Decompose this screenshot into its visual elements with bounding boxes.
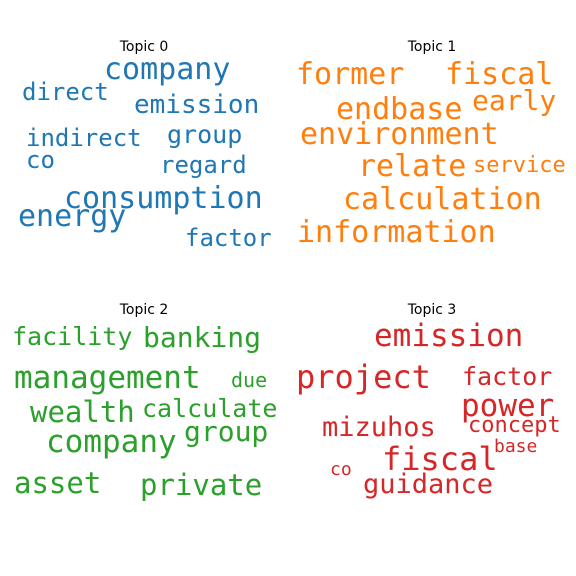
topic-2-word-due: due — [231, 368, 268, 392]
topic-2-word-management: management — [14, 360, 201, 396]
topic-3-title: Topic 3 — [407, 302, 457, 318]
topic-0-word-emission: emission — [134, 90, 260, 120]
topic-1-word-calculation: calculation — [343, 182, 542, 217]
topic-2-word-company: company — [46, 424, 177, 460]
topic-0-word-direct: direct — [22, 78, 109, 106]
topic-3-word-guidance: guidance — [363, 469, 494, 500]
topic-2-word-facility: facility — [12, 322, 133, 351]
topic-1-word-relate: relate — [358, 149, 467, 184]
topic-1-word-information: information — [297, 215, 496, 250]
topic-2-word-private: private — [140, 468, 263, 502]
topic-3-word-factor: factor — [462, 362, 553, 391]
topic-0-word-indirect: indirect — [26, 124, 142, 152]
topic-3-word-power: power — [461, 388, 555, 424]
topic-3-word-project: project — [296, 358, 431, 396]
topic-2-word-group: group — [184, 415, 269, 448]
topic-2-word-calculate: calculate — [142, 394, 278, 423]
topic-1-word-service: service — [473, 153, 566, 178]
topic-0-word-energy: energy — [18, 199, 127, 234]
topic-0-word-factor: factor — [185, 224, 272, 252]
topic-0-word-group: group — [167, 120, 243, 149]
topic-0-title: Topic 0 — [119, 39, 169, 55]
topic-panel-0: Topic 0 company emission direct indirect gro… — [0, 0, 288, 288]
topic-3-word-concept: concept — [468, 413, 561, 438]
topic-1-word-endbase: endbase — [336, 92, 463, 127]
topic-2-word-asset: asset — [14, 466, 102, 500]
topic-1-word-former: former — [296, 57, 405, 92]
topic-0-word-regard: regard — [160, 151, 247, 179]
topic-3-word-base: base — [494, 436, 538, 457]
topic-0-word-consumption: consumption — [64, 181, 263, 216]
topic-2-title: Topic 2 — [119, 302, 169, 318]
topic-panel-3: Topic 3 emission project factor power mizuho… — [288, 263, 576, 551]
topic-0-word-co: co — [26, 146, 55, 174]
topic-3-word-emission: emission — [374, 318, 524, 354]
topic-3-word-co: co — [330, 459, 352, 480]
topic-2-word-wealth: wealth — [30, 395, 135, 429]
topic-3-word-fiscal: fiscal — [382, 440, 498, 478]
topic-3-word-mizuhos: mizuhos — [322, 412, 436, 443]
topic-1-word-fiscal: fiscal — [445, 57, 554, 92]
topic-panel-2: Topic 2 facility banking management due weal… — [0, 263, 288, 551]
topic-1-word-environment: environment — [300, 117, 499, 152]
topic-2-word-banking: banking — [143, 321, 262, 354]
topic-1-title: Topic 1 — [407, 39, 457, 55]
topic-1-word-early: early — [472, 84, 557, 117]
topic-panel-1: Topic 1 former fiscal endbase early environm… — [288, 0, 576, 288]
topic-0-word-company: company — [104, 52, 231, 87]
